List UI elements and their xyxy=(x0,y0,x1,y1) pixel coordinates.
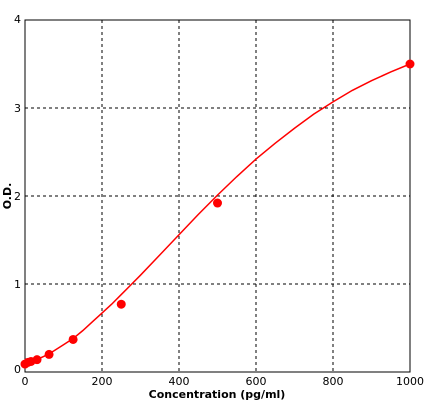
y-tick-label: 4 xyxy=(14,13,21,26)
data-point xyxy=(213,198,222,208)
data-point xyxy=(405,59,415,69)
data-point xyxy=(32,355,42,365)
x-tick-label: 600 xyxy=(246,375,267,388)
y-tick-label: 2 xyxy=(14,190,21,203)
x-tick-label: 400 xyxy=(169,375,190,388)
fit-curve-layer xyxy=(24,63,411,366)
x-tick-labels: 0 200 400 600 800 1000 xyxy=(22,375,425,388)
data-point xyxy=(116,299,126,309)
y-tick-label: 3 xyxy=(14,102,21,115)
data-point xyxy=(68,334,78,344)
x-tick-label: 800 xyxy=(323,375,344,388)
x-axis-title: Concentration (pg/ml) xyxy=(149,388,286,401)
fit-curve xyxy=(24,63,411,366)
x-tick-label: 200 xyxy=(92,375,113,388)
data-points-layer xyxy=(20,59,415,369)
x-tick-label: 1000 xyxy=(396,375,424,388)
y-axis-title: O.D. xyxy=(1,183,14,210)
data-point xyxy=(44,349,54,359)
x-tick-label: 0 xyxy=(22,375,29,388)
y-tick-label: 0 xyxy=(14,363,21,376)
y-tick-labels: 0 1 2 3 4 xyxy=(14,13,21,376)
y-tick-label: 1 xyxy=(14,278,21,291)
